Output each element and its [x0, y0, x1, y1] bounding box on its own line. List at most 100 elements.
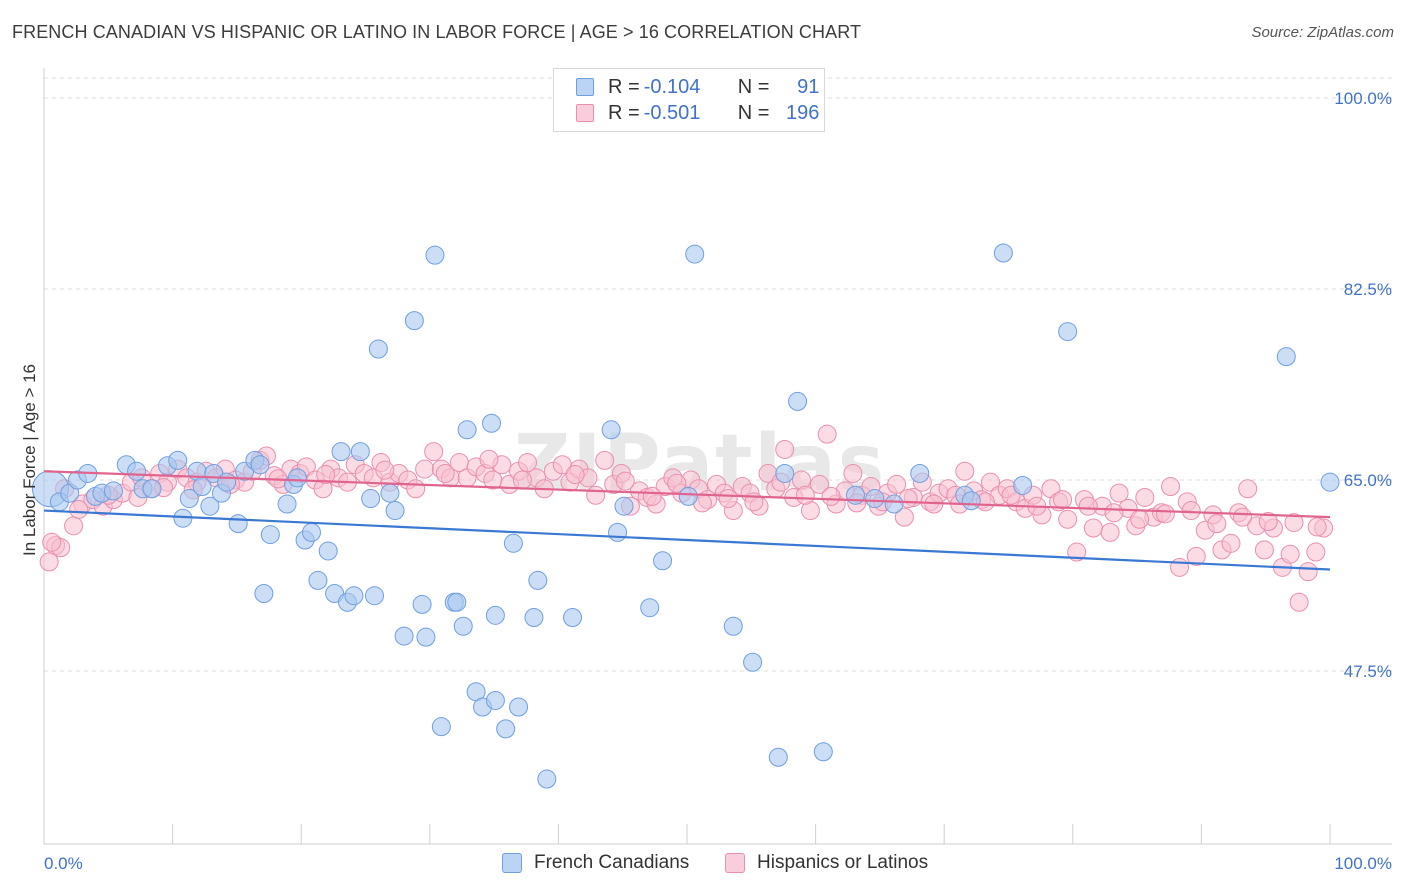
gridlines [44, 77, 1392, 672]
data-point-french-canadian [380, 483, 400, 503]
data-point-french-canadian [331, 442, 351, 462]
data-point-hispanic [1161, 477, 1181, 497]
data-point-hispanic [980, 472, 1000, 492]
data-point-french-canadian [1058, 322, 1078, 342]
data-point-french-canadian [365, 586, 385, 606]
data-point-hispanic [1067, 542, 1087, 562]
data-point-hispanic [843, 463, 863, 483]
data-point-french-canadian [496, 719, 516, 739]
data-point-hispanic [1306, 542, 1326, 562]
bottom-legend-swatch-pink [725, 853, 745, 873]
data-point-french-canadian [653, 551, 673, 571]
data-point-french-canadian [457, 420, 477, 440]
data-point-french-canadian [524, 608, 544, 628]
data-point-french-canadian [394, 626, 414, 646]
data-point-french-canadian [431, 717, 451, 737]
data-point-hispanic [894, 507, 914, 527]
y-tick-label: 65.0% [1344, 471, 1392, 490]
legend-n-value: 196 [786, 101, 820, 124]
data-point-hispanic [1254, 540, 1274, 560]
data-point-french-canadian [865, 489, 885, 509]
bottom-legend-label: Hispanics or Latinos [757, 852, 929, 873]
data-point-hispanic [415, 459, 435, 479]
data-point-french-canadian [217, 472, 237, 492]
data-point-french-canadian [287, 468, 307, 488]
data-point-hispanic [1130, 509, 1150, 529]
data-point-french-canadian [563, 608, 583, 628]
legend-r-label: R = [608, 75, 640, 98]
data-point-hispanic [887, 474, 907, 494]
data-point-hispanic [1307, 517, 1327, 537]
data-point-hispanic [795, 485, 815, 505]
data-point-french-canadian [678, 486, 698, 506]
data-point-french-canadian [601, 420, 621, 440]
data-point-hispanic [1280, 544, 1300, 564]
data-point-french-canadian [723, 616, 743, 636]
trend-line [43, 470, 1331, 519]
data-point-hispanic [518, 453, 538, 473]
legend-n-label: N = [737, 101, 770, 124]
legend-swatch-blue [576, 78, 594, 96]
bottom-legend-swatch-blue [502, 853, 522, 873]
data-point-french-canadian [416, 627, 436, 647]
data-point-hispanic [39, 552, 59, 572]
data-point-french-canadian [260, 525, 280, 545]
data-point-french-canadian [884, 494, 904, 514]
axes [43, 68, 1392, 845]
data-point-hispanic [642, 486, 662, 506]
data-point-french-canadian [368, 339, 388, 359]
data-point-french-canadian [412, 594, 432, 614]
data-point-french-canadian [768, 747, 788, 767]
data-point-french-canadian [503, 533, 523, 553]
data-point-hispanic [1083, 518, 1103, 538]
data-point-hispanic [809, 474, 829, 494]
data-point-hispanic [667, 473, 687, 493]
data-point-hispanic [1284, 513, 1304, 533]
data-point-hispanic [1238, 479, 1258, 499]
data-point-french-canadian [845, 485, 865, 505]
trend-line [43, 509, 1331, 571]
x-tick-label: 0.0% [44, 854, 83, 873]
data-point-french-canadian [103, 481, 123, 501]
data-point-french-canadian [168, 450, 188, 470]
bottom-legend-hispanics: Hispanics or Latinos [725, 852, 928, 874]
data-point-french-canadian [301, 522, 321, 542]
y-tick-label: 47.5% [1344, 662, 1392, 681]
data-point-hispanic [955, 461, 975, 481]
data-point-hispanic [1186, 546, 1206, 566]
data-point-hispanic [595, 450, 615, 470]
data-point-hispanic [406, 479, 426, 499]
data-point-hispanic [1233, 507, 1253, 527]
data-point-hispanic [1135, 487, 1155, 507]
data-point-hispanic [775, 439, 795, 459]
data-point-hispanic [1100, 522, 1120, 542]
data-point-french-canadian [813, 742, 833, 762]
legend-row-french-canadians: R = -0.104 N = 91 [576, 75, 819, 99]
data-point-french-canadian [528, 570, 548, 590]
bottom-legend-label: French Canadians [534, 852, 690, 873]
x-tick-label: 100.0% [1334, 854, 1392, 873]
data-point-hispanic [1298, 562, 1318, 582]
y-axis-label: In Labor Force | Age > 16 [20, 363, 39, 557]
data-point-hispanic [1104, 503, 1124, 523]
data-point-french-canadian [179, 489, 199, 509]
legend-n-value: 91 [797, 75, 820, 98]
data-point-hispanic [565, 465, 585, 485]
data-point-french-canadian [961, 491, 981, 511]
data-point-hispanic [64, 516, 84, 536]
data-point-hispanic [1258, 511, 1278, 531]
data-point-hispanic [1078, 496, 1098, 516]
data-point-hispanic [316, 465, 336, 485]
data-point-french-canadian [425, 245, 445, 265]
data-point-french-canadian [482, 413, 502, 433]
legend-row-hispanics: R = -0.501 N = 196 [576, 101, 819, 125]
chart-title: FRENCH CANADIAN VS HISPANIC OR LATINO IN… [12, 22, 862, 42]
data-point-hispanic [821, 486, 841, 506]
data-point-french-canadian [277, 494, 297, 514]
data-point-french-canadian [485, 605, 505, 625]
data-point-hispanic [69, 499, 89, 519]
data-point-hispanic [1181, 501, 1201, 521]
data-point-hispanic [586, 485, 606, 505]
data-point-hispanic [615, 471, 635, 491]
